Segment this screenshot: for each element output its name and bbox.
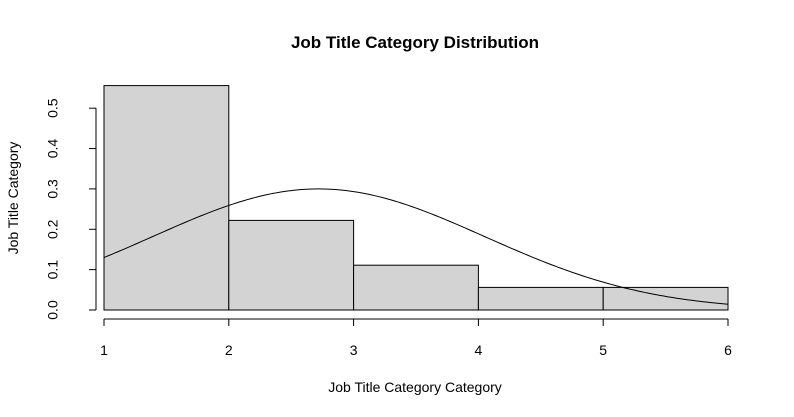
y-axis-label: Job Title Category — [5, 142, 21, 255]
bars-layer — [103, 85, 729, 311]
y-tick-label-4: 0.3 — [45, 179, 61, 199]
y-tick-label-2: 0.1 — [45, 260, 61, 280]
density-curve — [103, 188, 729, 305]
x-tick-label-6: 6 — [724, 342, 732, 358]
histogram-bar-5 — [602, 286, 729, 311]
x-axis: 1 2 3 4 5 6 — [100, 318, 732, 358]
histogram-bar-2 — [228, 219, 355, 311]
x-tick-label-1: 1 — [100, 342, 108, 358]
x-axis-label: Job Title Category Category — [328, 379, 502, 395]
chart-title: Job Title Category Distribution — [291, 33, 539, 52]
y-axis: 0.0 0.1 0.2 0.3 0.4 0.5 — [45, 98, 97, 320]
histogram-bar-3 — [353, 264, 479, 311]
x-tick-label-4: 4 — [475, 342, 483, 358]
y-tick-label-6: 0.5 — [45, 98, 61, 118]
y-tick-label-1: 0.0 — [45, 300, 61, 320]
x-tick-label-2: 2 — [225, 342, 233, 358]
histogram-bar-1 — [103, 85, 230, 311]
y-tick-label-5: 0.4 — [45, 139, 61, 159]
x-tick-label-3: 3 — [350, 342, 358, 358]
x-tick-label-5: 5 — [599, 342, 607, 358]
y-tick-label-3: 0.2 — [45, 219, 61, 239]
histogram-bar-4 — [477, 286, 604, 311]
